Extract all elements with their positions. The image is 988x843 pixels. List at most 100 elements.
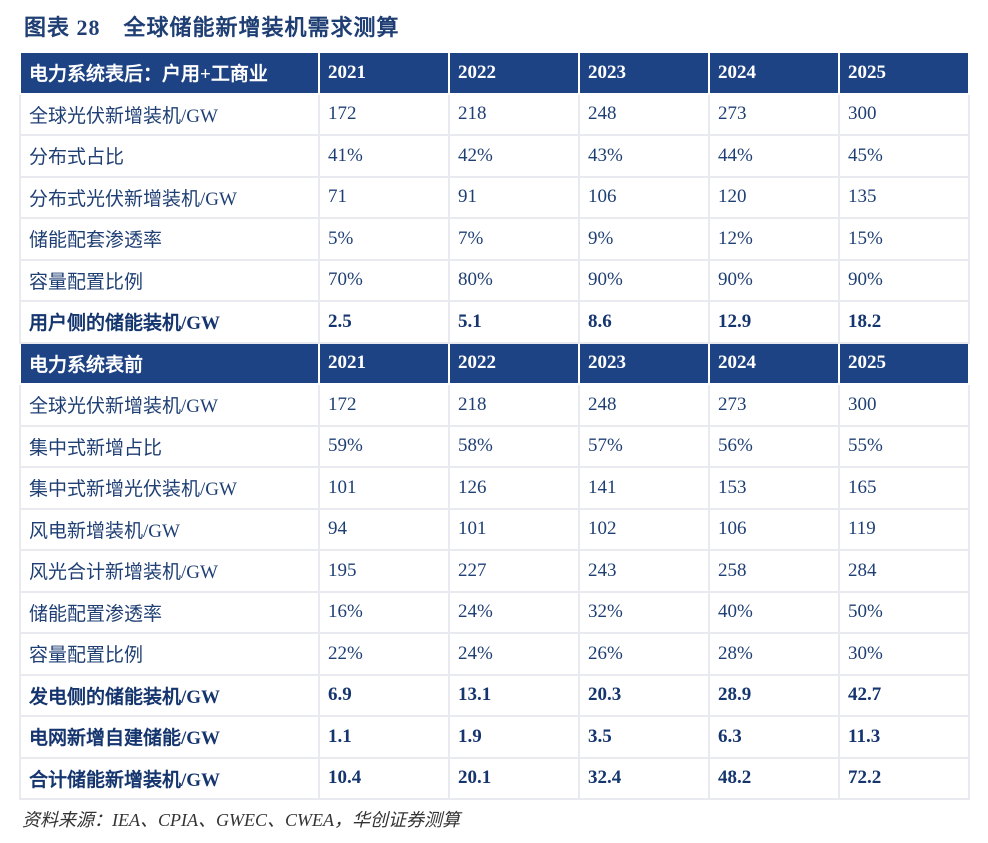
value-cell: 218 [448, 383, 580, 427]
row-label-cell: 分布式占比 [19, 134, 320, 178]
value-cell: 12.9 [708, 300, 840, 344]
value-cell: 8.6 [578, 300, 710, 344]
value-cell: 300 [838, 383, 970, 427]
value-cell: 300 [838, 92, 970, 136]
value-cell: 57% [578, 424, 710, 468]
year-header-cell: 2025 [838, 341, 970, 385]
table-row: 电网新增自建储能/GW 1.1 1.9 3.5 6.3 11.3 [19, 715, 970, 759]
row-label-cell: 容量配置比例 [19, 632, 320, 676]
row-label-cell: 用户侧的储能装机/GW [19, 300, 320, 344]
value-cell: 126 [448, 466, 580, 510]
value-cell: 284 [838, 549, 970, 593]
section-header-row: 电力系统表前 2021 2022 2023 2024 2025 [19, 341, 970, 385]
value-cell: 59% [318, 424, 450, 468]
value-cell: 90% [578, 258, 710, 302]
value-cell: 90% [708, 258, 840, 302]
row-label-cell: 容量配置比例 [19, 258, 320, 302]
table-row: 风电新增装机/GW 94 101 102 106 119 [19, 507, 970, 551]
year-header-cell: 2022 [448, 51, 580, 95]
value-cell: 6.3 [708, 715, 840, 759]
value-cell: 30% [838, 632, 970, 676]
value-cell: 7% [448, 217, 580, 261]
value-cell: 80% [448, 258, 580, 302]
row-label-cell: 集中式新增光伏装机/GW [19, 466, 320, 510]
year-header-cell: 2024 [708, 51, 840, 95]
year-header-cell: 2025 [838, 51, 970, 95]
value-cell: 6.9 [318, 673, 450, 717]
table-row: 分布式占比 41% 42% 43% 44% 45% [19, 134, 970, 178]
row-label-cell: 电网新增自建储能/GW [19, 715, 320, 759]
value-cell: 119 [838, 507, 970, 551]
value-cell: 195 [318, 549, 450, 593]
value-cell: 106 [708, 507, 840, 551]
value-cell: 43% [578, 134, 710, 178]
value-cell: 32.4 [578, 756, 710, 800]
row-label-cell: 风电新增装机/GW [19, 507, 320, 551]
row-label-cell: 发电侧的储能装机/GW [19, 673, 320, 717]
value-cell: 40% [708, 590, 840, 634]
value-cell: 273 [708, 92, 840, 136]
value-cell: 172 [318, 383, 450, 427]
value-cell: 42.7 [838, 673, 970, 717]
value-cell: 141 [578, 466, 710, 510]
value-cell: 18.2 [838, 300, 970, 344]
table-row: 容量配置比例 70% 80% 90% 90% 90% [19, 258, 970, 302]
year-header-cell: 2023 [578, 341, 710, 385]
table-row: 发电侧的储能装机/GW 6.9 13.1 20.3 28.9 42.7 [19, 673, 970, 717]
value-cell: 102 [578, 507, 710, 551]
value-cell: 165 [838, 466, 970, 510]
year-header-cell: 2023 [578, 51, 710, 95]
value-cell: 2.5 [318, 300, 450, 344]
value-cell: 258 [708, 549, 840, 593]
value-cell: 9% [578, 217, 710, 261]
value-cell: 153 [708, 466, 840, 510]
table-row: 风光合计新增装机/GW 195 227 243 258 284 [19, 549, 970, 593]
value-cell: 11.3 [838, 715, 970, 759]
row-label-cell: 全球光伏新增装机/GW [19, 92, 320, 136]
value-cell: 71 [318, 175, 450, 219]
row-label-cell: 风光合计新增装机/GW [19, 549, 320, 593]
value-cell: 5.1 [448, 300, 580, 344]
table-row: 分布式光伏新增装机/GW 71 91 106 120 135 [19, 175, 970, 219]
value-cell: 243 [578, 549, 710, 593]
year-header-cell: 2024 [708, 341, 840, 385]
value-cell: 55% [838, 424, 970, 468]
table-row: 储能配套渗透率 5% 7% 9% 12% 15% [19, 217, 970, 261]
year-header-cell: 2021 [318, 51, 450, 95]
value-cell: 48.2 [708, 756, 840, 800]
row-label-cell: 分布式光伏新增装机/GW [19, 175, 320, 219]
value-cell: 24% [448, 632, 580, 676]
table-row: 全球光伏新增装机/GW 172 218 248 273 300 [19, 92, 970, 136]
row-label-cell: 储能配套渗透率 [19, 217, 320, 261]
table-row: 集中式新增光伏装机/GW 101 126 141 153 165 [19, 466, 970, 510]
table-row: 集中式新增占比 59% 58% 57% 56% 55% [19, 424, 970, 468]
value-cell: 90% [838, 258, 970, 302]
value-cell: 248 [578, 92, 710, 136]
value-cell: 45% [838, 134, 970, 178]
value-cell: 70% [318, 258, 450, 302]
value-cell: 24% [448, 590, 580, 634]
year-header-cell: 2022 [448, 341, 580, 385]
value-cell: 120 [708, 175, 840, 219]
value-cell: 5% [318, 217, 450, 261]
value-cell: 218 [448, 92, 580, 136]
value-cell: 1.1 [318, 715, 450, 759]
value-cell: 101 [448, 507, 580, 551]
value-cell: 227 [448, 549, 580, 593]
value-cell: 72.2 [838, 756, 970, 800]
row-label-cell: 全球光伏新增装机/GW [19, 383, 320, 427]
source-note: 资料来源：IEA、CPIA、GWEC、CWEA，华创证券测算 [22, 810, 460, 830]
value-cell: 58% [448, 424, 580, 468]
value-cell: 1.9 [448, 715, 580, 759]
value-cell: 12% [708, 217, 840, 261]
table-row: 容量配置比例 22% 24% 26% 28% 30% [19, 632, 970, 676]
value-cell: 273 [708, 383, 840, 427]
value-cell: 10.4 [318, 756, 450, 800]
row-label-cell: 储能配置渗透率 [19, 590, 320, 634]
value-cell: 94 [318, 507, 450, 551]
value-cell: 50% [838, 590, 970, 634]
value-cell: 20.1 [448, 756, 580, 800]
value-cell: 26% [578, 632, 710, 676]
value-cell: 16% [318, 590, 450, 634]
year-header-cell: 2021 [318, 341, 450, 385]
